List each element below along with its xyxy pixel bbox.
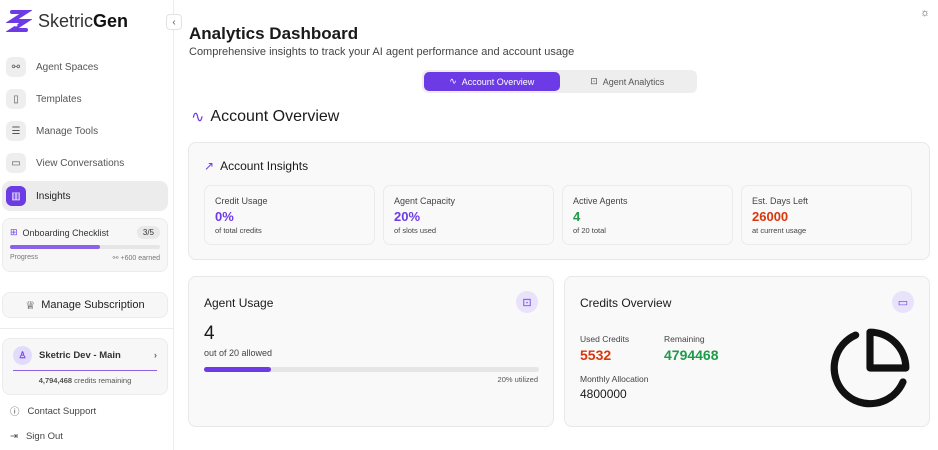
earned-value: +600 earned bbox=[120, 255, 160, 262]
sidebar-item-manage-tools[interactable]: ☰ Manage Tools bbox=[2, 116, 168, 146]
monthly-allocation-value: 4800000 bbox=[580, 387, 627, 401]
agent-usage-card: Agent Usage ⊡ 4 out of 20 allowed 20% ut… bbox=[188, 276, 554, 427]
sidebar-item-label: Agent Spaces bbox=[36, 61, 99, 73]
onboarding-title: Onboarding Checklist bbox=[22, 227, 109, 238]
bot-icon: ⊡ bbox=[590, 76, 598, 86]
brand-name-b: Gen bbox=[93, 10, 129, 31]
used-credits-label: Used Credits bbox=[580, 334, 630, 344]
sidebar-item-view-conversations[interactable]: ▭ View Conversations bbox=[2, 148, 168, 178]
sidebar-item-insights[interactable]: ▥ Insights bbox=[2, 181, 168, 211]
route-icon: ⚯ bbox=[6, 57, 26, 77]
activity-icon: ∿ bbox=[191, 109, 205, 126]
activity-icon: ∿ bbox=[449, 76, 457, 86]
pie-chart-icon bbox=[830, 328, 910, 408]
sidebar-item-label: Insights bbox=[36, 190, 71, 202]
tab-agent-analytics[interactable]: ⊡ Agent Analytics bbox=[560, 72, 696, 91]
page-subtitle: Comprehensive insights to track your AI … bbox=[189, 46, 575, 58]
message-icon: ▭ bbox=[6, 153, 26, 173]
agent-usage-sub: out of 20 allowed bbox=[204, 348, 273, 358]
bar-chart-icon: ▥ bbox=[6, 186, 26, 206]
collapse-sidebar-button[interactable]: ‹ bbox=[166, 14, 182, 30]
sidebar-item-label: Manage Tools bbox=[36, 125, 99, 137]
tablet-icon: ▯ bbox=[6, 89, 26, 109]
tile-value: 4 bbox=[573, 209, 581, 224]
tile-sub: of 20 total bbox=[573, 226, 606, 235]
tile-label: Est. Days Left bbox=[752, 196, 809, 206]
sidebar-item-label: Templates bbox=[36, 93, 82, 105]
card-title: Agent Usage bbox=[204, 296, 274, 310]
page-title: Analytics Dashboard bbox=[189, 24, 359, 43]
utilized-label: 20% utilized bbox=[497, 375, 538, 384]
tile-sub: at current usage bbox=[752, 226, 807, 235]
logout-icon: ⇥ bbox=[10, 431, 18, 442]
sidebar-item-label: View Conversations bbox=[36, 157, 125, 169]
divider bbox=[0, 328, 173, 329]
contact-support-label: Contact Support bbox=[27, 405, 97, 417]
tab-bar: ∿ Account Overview ⊡ Agent Analytics bbox=[422, 70, 697, 93]
sidebar: SketricGen ⚯ Agent Spaces ▯ Templates ☰ Man… bbox=[0, 0, 174, 450]
onboarding-progress-bar bbox=[10, 245, 160, 249]
tab-label: Account Overview bbox=[461, 76, 535, 87]
gift-icon: ⊞ bbox=[10, 227, 18, 237]
earned-text: ⚯ +600 earned bbox=[112, 255, 160, 262]
card-title: Account Insights bbox=[220, 159, 309, 173]
sign-out-link[interactable]: ⇥ Sign Out bbox=[10, 431, 63, 442]
tab-label: Agent Analytics bbox=[602, 76, 665, 87]
monthly-allocation-label: Monthly Allocation bbox=[580, 374, 649, 384]
credits-remaining-value: 4,794,468 bbox=[38, 376, 73, 385]
section-title: Account Overview bbox=[210, 108, 340, 125]
account-divider bbox=[13, 370, 157, 371]
tile-value: 0% bbox=[215, 209, 234, 224]
sign-out-label: Sign Out bbox=[25, 431, 63, 442]
account-name: Sketric Dev - Main bbox=[39, 350, 121, 361]
account-insights-card: ↗ Account Insights Credit Usage 0% of total… bbox=[188, 142, 930, 260]
onboarding-count: 3/5 bbox=[136, 226, 160, 239]
remaining-value: 4794468 bbox=[664, 347, 719, 363]
chevron-left-icon: ‹ bbox=[172, 16, 176, 28]
insight-tile-credit-usage: Credit Usage 0% of total credits bbox=[204, 185, 375, 245]
tile-label: Agent Capacity bbox=[394, 196, 456, 206]
brand-name-a: Sketric bbox=[38, 10, 94, 31]
tile-sub: of slots used bbox=[394, 226, 437, 235]
insight-tile-days-left: Est. Days Left 26000 at current usage bbox=[741, 185, 912, 245]
manage-subscription-label: Manage Subscription bbox=[41, 299, 145, 311]
tile-label: Credit Usage bbox=[215, 196, 268, 206]
insight-tile-active-agents: Active Agents 4 of 20 total bbox=[562, 185, 733, 245]
remaining-label: Remaining bbox=[664, 334, 705, 344]
card-title: Credits Overview bbox=[580, 296, 672, 310]
agent-usage-progress bbox=[204, 367, 539, 372]
logo-icon bbox=[6, 10, 32, 32]
section-heading: ∿ Account Overview bbox=[191, 107, 339, 127]
user-avatar-icon: ♙ bbox=[13, 346, 32, 365]
sidebar-item-templates[interactable]: ▯ Templates bbox=[2, 84, 168, 114]
agent-usage-value: 4 bbox=[204, 323, 215, 344]
tile-label: Active Agents bbox=[573, 196, 628, 206]
chevron-right-icon: › bbox=[153, 350, 157, 361]
manage-subscription-button[interactable]: ♕ Manage Subscription bbox=[2, 292, 168, 318]
credit-card-icon: ▭ bbox=[892, 291, 914, 313]
tab-account-overview[interactable]: ∿ Account Overview bbox=[424, 72, 560, 91]
contact-support-link[interactable]: ⓘ Contact Support bbox=[10, 404, 97, 419]
sidebar-item-agent-spaces[interactable]: ⚯ Agent Spaces bbox=[2, 52, 168, 82]
trending-up-icon: ↗ bbox=[204, 159, 215, 173]
brand-logo[interactable]: SketricGen bbox=[6, 8, 128, 34]
database-icon: ☰ bbox=[6, 121, 26, 141]
tile-sub: of total credits bbox=[215, 226, 262, 235]
crown-icon: ♕ bbox=[25, 299, 36, 312]
bot-icon: ⊡ bbox=[516, 291, 538, 313]
used-credits-value: 5532 bbox=[580, 347, 612, 363]
tile-value: 26000 bbox=[752, 209, 789, 224]
credits-overview-card: Credits Overview ▭ Used Credits 5532 Rem… bbox=[564, 276, 930, 427]
account-switcher[interactable]: ♙ Sketric Dev - Main › 4,794,468 credits… bbox=[2, 338, 168, 395]
insight-tile-agent-capacity: Agent Capacity 20% of slots used bbox=[383, 185, 554, 245]
onboarding-checklist[interactable]: ⊞ Onboarding Checklist 3/5 Progress ⚯ +6… bbox=[2, 218, 168, 272]
tile-value: 20% bbox=[394, 209, 421, 224]
theme-toggle-sun-icon[interactable]: ☼ bbox=[920, 7, 931, 19]
credits-remaining-label: credits remaining bbox=[74, 376, 132, 385]
progress-label: Progress bbox=[10, 254, 39, 261]
help-circle-icon: ⓘ bbox=[10, 407, 20, 418]
